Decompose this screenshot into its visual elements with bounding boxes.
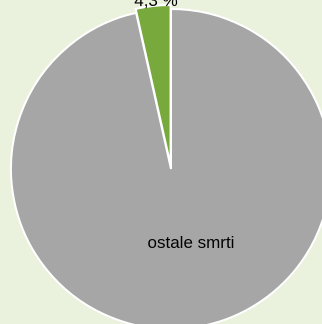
pie-slices	[10, 4, 322, 324]
slice-value-label: 4,3 %	[134, 0, 177, 10]
slice-label-ostale-smrti: ostale smrti	[148, 233, 235, 252]
pie-labels: ostale smrti 4,3 %	[134, 0, 234, 252]
pie-slice-0	[10, 7, 322, 324]
pie-slice-1	[134, 4, 172, 166]
